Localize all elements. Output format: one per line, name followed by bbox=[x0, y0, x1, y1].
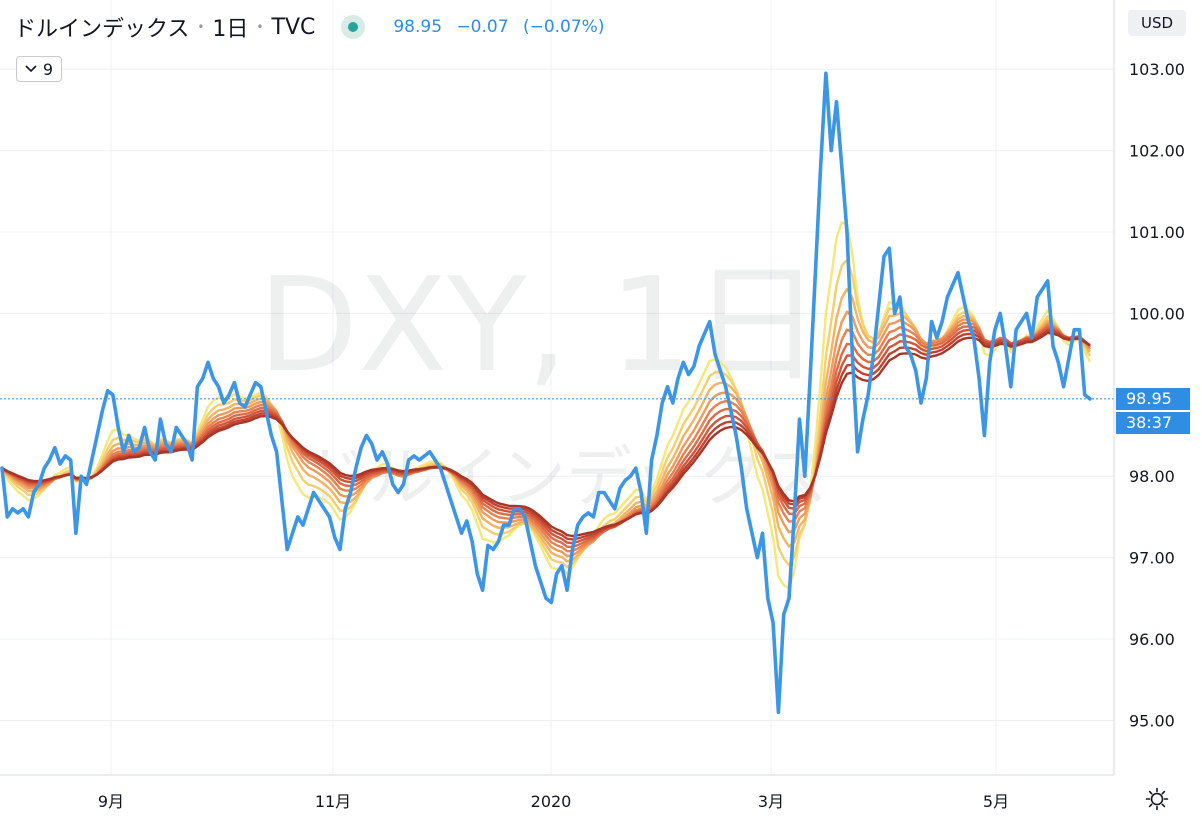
indicators-toggle-button[interactable]: 9 bbox=[16, 56, 62, 82]
legend-header: ドルインデックス • 1日 • TVC 98.95 −0.07 (−0.07%) bbox=[14, 12, 613, 43]
price-tick-label: 97.00 bbox=[1129, 549, 1175, 568]
symbol-name[interactable]: ドルインデックス bbox=[14, 17, 190, 42]
change-value: −0.07 bbox=[456, 17, 509, 37]
price-tick-label: 103.00 bbox=[1129, 60, 1185, 79]
time-axis: 9月 11月 2020 3月 5月 bbox=[98, 792, 1009, 811]
separator-dot: • bbox=[256, 20, 264, 34]
time-tick-label: 5月 bbox=[983, 792, 1009, 811]
chevron-down-icon bbox=[25, 62, 37, 76]
time-tick-label: 11月 bbox=[315, 792, 351, 811]
price-tick-label: 101.00 bbox=[1129, 223, 1185, 242]
watermark-title: DXY, 1日 bbox=[258, 249, 822, 401]
market-status-icon[interactable] bbox=[341, 15, 366, 39]
separator-dot: • bbox=[197, 20, 205, 34]
currency-button[interactable]: USD bbox=[1128, 10, 1186, 36]
price-line-group bbox=[0, 71, 1092, 715]
watermark-subtitle: ドルインデックス bbox=[302, 439, 828, 516]
last-price-tag: 98.95 bbox=[1116, 387, 1190, 410]
price-tick-label: 102.00 bbox=[1129, 142, 1185, 161]
gear-icon[interactable] bbox=[1144, 786, 1170, 812]
price-line bbox=[0, 71, 1092, 715]
time-tick-label: 2020 bbox=[531, 792, 572, 811]
price-tick-label: 95.00 bbox=[1129, 711, 1175, 730]
time-tick-label: 9月 bbox=[98, 792, 124, 811]
bar-countdown-tag: 38:37 bbox=[1116, 411, 1190, 434]
ma-line bbox=[1, 327, 1091, 545]
ma-line bbox=[1, 310, 1091, 558]
price-tick-label: 96.00 bbox=[1129, 630, 1175, 649]
indicator-count: 9 bbox=[42, 59, 54, 79]
exchange-label: TVC bbox=[271, 14, 316, 40]
change-percent: (−0.07%) bbox=[522, 17, 605, 37]
ma-line bbox=[1, 325, 1091, 549]
ma-line bbox=[1, 321, 1091, 553]
chart-grid bbox=[0, 0, 1114, 775]
ma-line bbox=[1, 329, 1091, 541]
price-tick-label: 98.00 bbox=[1129, 467, 1175, 486]
last-price: 98.95 bbox=[393, 17, 443, 37]
price-tick-label: 100.00 bbox=[1129, 304, 1185, 323]
quote-values: 98.95 −0.07 (−0.07%) bbox=[393, 17, 613, 37]
interval-label[interactable]: 1日 bbox=[212, 17, 249, 42]
time-tick-label: 3月 bbox=[758, 792, 784, 811]
